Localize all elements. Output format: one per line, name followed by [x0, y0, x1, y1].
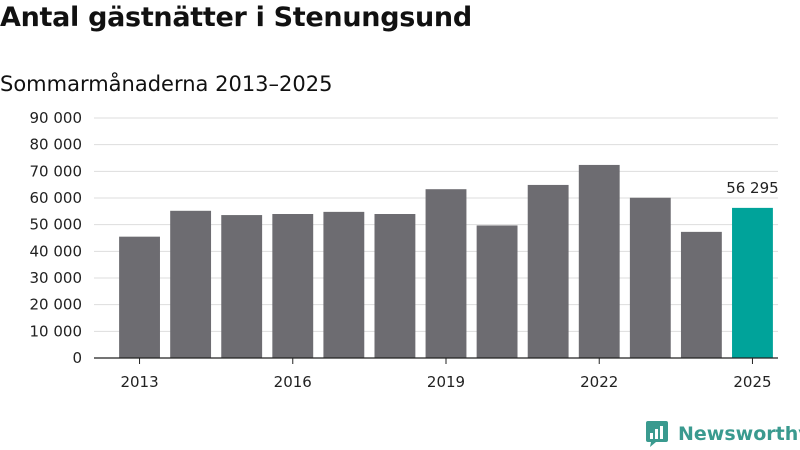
x-tick-label: 2016	[274, 373, 312, 391]
chart-subtitle: Sommarmånaderna 2013–2025	[0, 72, 333, 96]
y-tick-label: 20 000	[30, 296, 83, 314]
x-tick-label: 2025	[733, 373, 771, 391]
newsworthy-icon	[646, 421, 668, 447]
bar	[732, 207, 773, 358]
newsworthy-logo: Newsworthy	[644, 420, 800, 448]
y-axis-tick-labels: 0 10 000 20 000 30 000 40 000 50 000 60 000 70 …	[30, 109, 83, 367]
bar	[119, 236, 160, 358]
y-tick-label: 90 000	[30, 109, 83, 127]
y-tick-label: 0	[72, 349, 82, 367]
bar	[476, 225, 518, 358]
data-labels: 56 295	[726, 179, 779, 197]
y-tick-label: 30 000	[30, 269, 83, 287]
bar	[272, 214, 314, 358]
y-tick-label: 40 000	[30, 242, 83, 260]
bar	[425, 189, 467, 358]
brand-name: Newsworthy	[678, 423, 800, 445]
x-tick-label: 2019	[427, 373, 465, 391]
y-tick-label: 80 000	[30, 136, 83, 154]
bar	[221, 215, 263, 358]
y-tick-label: 50 000	[30, 216, 83, 234]
bar	[527, 184, 569, 358]
bar	[578, 164, 620, 358]
bar	[170, 210, 212, 358]
bar	[680, 231, 722, 358]
bar	[629, 197, 671, 358]
bar	[374, 214, 416, 358]
x-axis: 2013 2016 2019 2022 2025	[94, 357, 778, 391]
x-tick-label: 2022	[580, 373, 618, 391]
x-tick-label: 2013	[120, 373, 158, 391]
y-tick-label: 70 000	[30, 162, 83, 180]
bar	[323, 211, 365, 358]
bars	[119, 164, 773, 358]
y-tick-label: 10 000	[30, 322, 83, 340]
data-label: 56 295	[726, 179, 779, 197]
chart-title: Antal gästnätter i Stenungsund	[0, 2, 472, 33]
y-tick-label: 60 000	[30, 189, 83, 207]
